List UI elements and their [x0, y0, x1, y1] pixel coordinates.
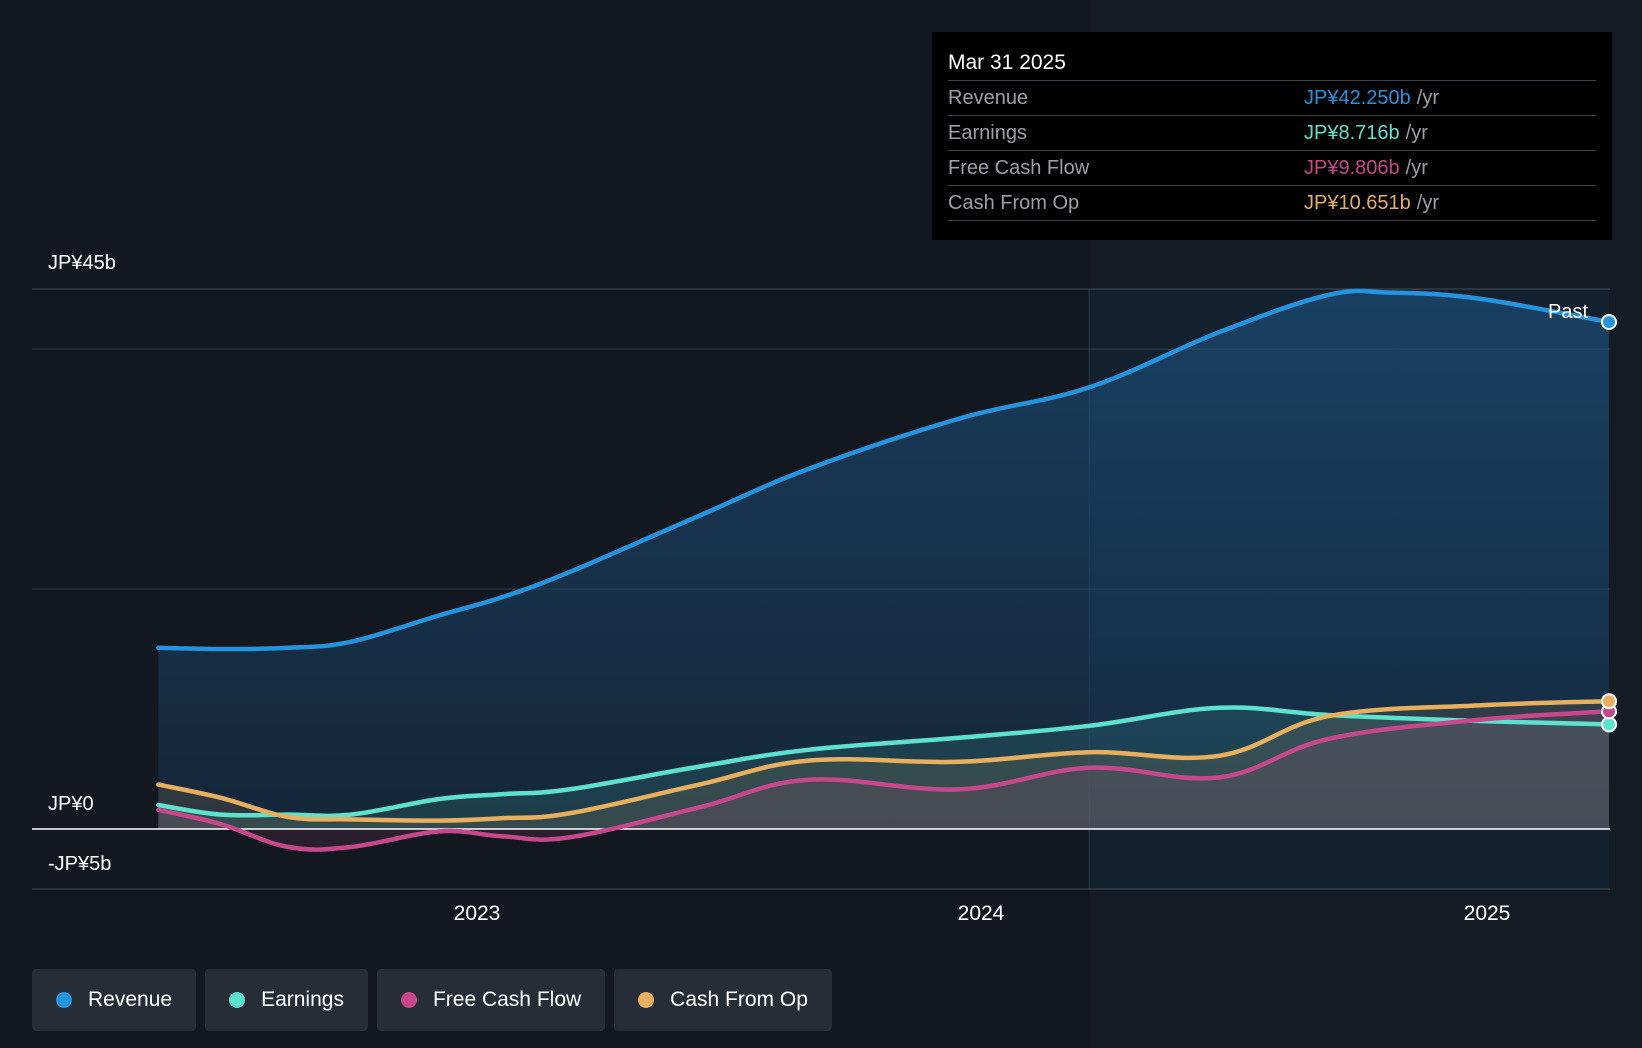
revenue-dot-icon — [56, 992, 72, 1008]
tooltip-label: Earnings — [948, 122, 1027, 144]
x-tick-label-2025: 2025 — [1463, 902, 1511, 925]
tooltip-unit: /yr — [1416, 87, 1439, 109]
tooltip-label: Revenue — [948, 87, 1029, 109]
tooltip-value: JP¥10.651b — [1304, 192, 1411, 214]
legend-item-earnings[interactable]: Earnings — [205, 969, 368, 1031]
tooltip-label: Cash From Op — [948, 192, 1080, 214]
x-tick-label-2024: 2024 — [957, 902, 1005, 925]
tooltip: Mar 31 2025 Revenue JP¥42.250b /yr Earni… — [932, 32, 1612, 240]
tooltip-unit: /yr — [1416, 192, 1439, 214]
earnings-end-marker — [1601, 716, 1617, 733]
free-cash-flow-line — [156, 709, 1612, 852]
tooltip-value: JP¥9.806b — [1304, 157, 1400, 179]
free-cash-flow-area — [158, 711, 1610, 850]
earnings-area — [158, 707, 1610, 829]
tooltip-unit: /yr — [1405, 157, 1428, 179]
tooltip-row-revenue: Revenue JP¥42.250b /yr — [948, 81, 1596, 116]
cash-from-op-end-marker — [1601, 693, 1617, 710]
cash-from-op-line — [156, 698, 1612, 823]
tooltip-unit: /yr — [1405, 122, 1428, 144]
tooltip-value: JP¥8.716b — [1304, 122, 1400, 144]
legend-label: Free Cash Flow — [432, 988, 582, 1011]
tooltip-row-cash-from-op: Cash From Op JP¥10.651b /yr — [948, 186, 1596, 221]
revenue-end-marker — [1601, 314, 1617, 330]
legend-item-cash-from-op[interactable]: Cash From Op — [614, 969, 832, 1031]
free-cash-flow-dot-icon — [400, 992, 417, 1008]
y-tick-label-top: JP¥45b — [48, 252, 116, 274]
tooltip-value: JP¥42.250b — [1304, 87, 1411, 109]
legend-item-free-cash-flow[interactable]: Free Cash Flow — [376, 969, 606, 1031]
tooltip-label: Free Cash Flow — [948, 157, 1090, 179]
tooltip-date: Mar 31 2025 — [948, 46, 1596, 81]
past-label: Past — [1548, 301, 1589, 323]
y-tick-label-zero: JP¥0 — [48, 793, 94, 815]
legend-label: Revenue — [88, 988, 173, 1011]
earnings-dot-icon — [229, 992, 246, 1008]
cash-from-op-area — [158, 701, 1610, 829]
revenue-line — [156, 288, 1612, 652]
tooltip-row-earnings: Earnings JP¥8.716b /yr — [948, 116, 1596, 151]
y-tick-label-bottom: -JP¥5b — [48, 853, 112, 875]
tooltip-row-free-cash-flow: Free Cash Flow JP¥9.806b /yr — [948, 151, 1596, 186]
revenue-area — [158, 290, 1610, 829]
x-tick-label-2023: 2023 — [453, 902, 501, 925]
legend-label: Cash From Op — [670, 988, 808, 1011]
legend-item-revenue[interactable]: Revenue — [32, 969, 197, 1031]
legend: Revenue Earnings Free Cash Flow Cash Fro… — [32, 969, 832, 1031]
legend-label: Earnings — [261, 988, 344, 1011]
cash-from-op-dot-icon — [638, 992, 655, 1008]
